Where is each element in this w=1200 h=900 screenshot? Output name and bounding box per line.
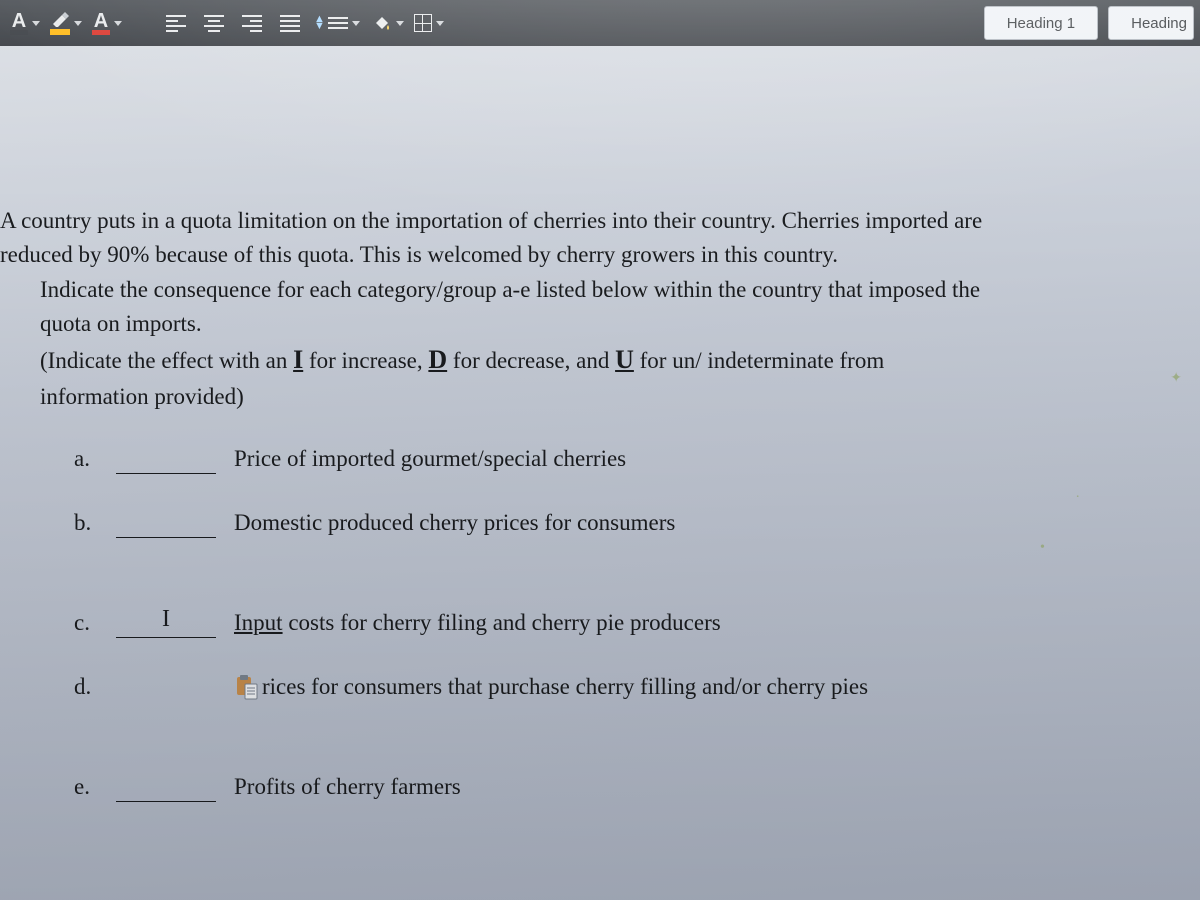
align-left-button[interactable] — [158, 5, 194, 41]
list-item: e. Profits of cherry farmers — [0, 768, 1180, 802]
item-text: Price of imported gourmet/special cherri… — [234, 444, 1180, 474]
line-spacing-icon: ▲▼ — [314, 16, 325, 30]
insert-table-dropdown[interactable] — [410, 5, 448, 41]
item-label: c. — [74, 608, 116, 638]
formatting-toolbar: A A ▲▼ — [0, 0, 1200, 46]
paragraph-line: Indicate the consequence for each catego… — [0, 275, 1180, 305]
item-text: Profits of cherry farmers — [234, 772, 1180, 802]
list-item: a. Price of imported gourmet/special che… — [0, 440, 1180, 474]
answer-blank[interactable] — [116, 678, 216, 702]
heading2-label: Heading — [1131, 15, 1187, 32]
answer-blank[interactable]: I — [116, 604, 216, 638]
item-text: rices for consumers that purchase cherry… — [234, 672, 1180, 702]
font-color-swatch-2 — [92, 30, 110, 35]
heading2-style-button[interactable]: Heading — [1108, 6, 1194, 40]
dust-speck: · — [1075, 490, 1080, 506]
table-icon — [414, 14, 432, 32]
font-color-letter: A — [12, 12, 26, 30]
item-label: d. — [74, 672, 116, 702]
paragraph-line: information provided) — [0, 382, 1180, 412]
paste-options-icon[interactable] — [234, 673, 260, 701]
chevron-down-icon — [114, 21, 122, 26]
list-item: d. rices for consumers that purchase che… — [0, 668, 1180, 702]
dust-speck: ✦ — [1170, 370, 1182, 387]
highlighter-icon — [50, 11, 70, 27]
font-color-dropdown[interactable]: A — [6, 5, 44, 41]
align-right-icon — [242, 15, 262, 32]
heading1-label: Heading 1 — [1007, 15, 1075, 32]
paragraph-line: quota on imports. — [0, 309, 1180, 339]
item-label: b. — [74, 508, 116, 538]
heading1-style-button[interactable]: Heading 1 — [984, 6, 1098, 40]
item-label: e. — [74, 772, 116, 802]
list-item: c. I Input costs for cherry filing and c… — [0, 604, 1180, 638]
character-color-dropdown[interactable]: A — [88, 5, 126, 41]
answer-blank[interactable] — [116, 450, 216, 474]
font-color-letter-2: A — [94, 12, 108, 30]
chevron-down-icon — [396, 21, 404, 26]
answer-list: a. Price of imported gourmet/special che… — [0, 440, 1180, 802]
item-label: a. — [74, 444, 116, 474]
document-body[interactable]: A country puts in a quota limitation on … — [0, 46, 1200, 802]
paragraph-line: A country puts in a quota limitation on … — [0, 206, 1180, 236]
align-center-button[interactable] — [196, 5, 232, 41]
answer-blank[interactable] — [116, 514, 216, 538]
align-justify-button[interactable] — [272, 5, 308, 41]
fill-color-dropdown[interactable] — [366, 5, 408, 41]
highlight-swatch — [50, 29, 70, 35]
line-spacing-dropdown[interactable]: ▲▼ — [310, 5, 364, 41]
chevron-down-icon — [352, 21, 360, 26]
chevron-down-icon — [74, 21, 82, 26]
paragraph-line: (Indicate the effect with an I for incre… — [0, 343, 1180, 377]
item-text: Input costs for cherry filing and cherry… — [234, 608, 1180, 638]
item-text: Domestic produced cherry prices for cons… — [234, 508, 1180, 538]
chevron-down-icon — [32, 21, 40, 26]
align-center-icon — [204, 15, 224, 32]
align-left-icon — [166, 15, 186, 32]
dust-speck: • — [1040, 540, 1045, 556]
highlight-color-dropdown[interactable] — [46, 5, 86, 41]
paragraph-line: reduced by 90% because of this quota. Th… — [0, 240, 1180, 270]
list-item: b. Domestic produced cherry prices for c… — [0, 504, 1180, 538]
font-color-swatch — [10, 30, 28, 35]
chevron-down-icon — [436, 21, 444, 26]
align-justify-icon — [280, 15, 300, 32]
paint-bucket-icon — [370, 12, 392, 34]
answer-blank[interactable] — [116, 778, 216, 802]
align-right-button[interactable] — [234, 5, 270, 41]
